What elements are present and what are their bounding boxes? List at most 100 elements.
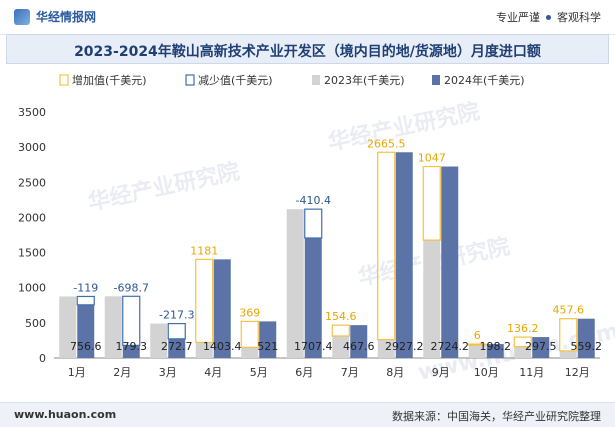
increase-value-label: 1047 bbox=[418, 152, 446, 165]
watermark-text: 华经产业研究院 bbox=[86, 158, 242, 215]
x-tick-label: 2月 bbox=[113, 366, 131, 379]
bar-2024 bbox=[122, 345, 140, 358]
bar-2024-value-label: 1707.4 bbox=[294, 340, 333, 353]
increase-value-label: 369 bbox=[239, 306, 260, 319]
tag-objective: 客观科学 bbox=[557, 11, 601, 24]
bar-2023 bbox=[514, 346, 532, 358]
x-tick-label: 5月 bbox=[250, 366, 268, 379]
increase-outline bbox=[240, 320, 259, 348]
y-tick-label: 1500 bbox=[18, 247, 46, 260]
bar-2023 bbox=[332, 336, 350, 358]
decrease-outline bbox=[122, 295, 141, 346]
legend-label: 增加值(千美元) bbox=[72, 73, 147, 87]
decrease-outline bbox=[304, 208, 323, 239]
increase-value-label: 154.6 bbox=[325, 310, 357, 323]
decrease-value-label: -217.3 bbox=[159, 309, 194, 322]
x-tick-label: 10月 bbox=[474, 366, 499, 379]
bar-2024-value-label: 179.3 bbox=[116, 340, 148, 353]
brand[interactable]: 华经情报网 bbox=[14, 8, 96, 25]
legend-label: 2023年(千美元) bbox=[324, 73, 405, 87]
bar-2024 bbox=[350, 325, 368, 358]
bar-2023 bbox=[104, 296, 122, 358]
bar-2024-value-label: 297.5 bbox=[525, 340, 557, 353]
bar-2024-value-label: 198.2 bbox=[480, 340, 512, 353]
x-tick-label: 8月 bbox=[386, 366, 404, 379]
legend-2024-swatch bbox=[432, 75, 440, 85]
legend-increase-swatch bbox=[59, 74, 69, 86]
bar-2024-value-label: 272.7 bbox=[161, 340, 193, 353]
bar-2024-value-label: 559.2 bbox=[571, 340, 603, 353]
x-tick-label: 12月 bbox=[565, 366, 590, 379]
decrease-value-label: -698.7 bbox=[114, 281, 149, 294]
decrease-value-label: -119 bbox=[73, 281, 98, 294]
y-tick-label: 2500 bbox=[18, 176, 46, 189]
bar-2024 bbox=[532, 337, 550, 358]
bar-2024-value-label: 1403.4 bbox=[203, 340, 242, 353]
bar-2024-value-label: 756.6 bbox=[70, 340, 102, 353]
increase-outline bbox=[559, 318, 578, 352]
y-tick-label: 3500 bbox=[18, 106, 46, 119]
increase-value-label: 1181 bbox=[190, 244, 218, 257]
brand-logo-icon bbox=[14, 8, 30, 25]
bar-2024 bbox=[395, 152, 413, 358]
chart-title: 2023-2024年鞍山高新技术产业开发区（境内目的地/货源地）月度进口额 bbox=[74, 44, 541, 60]
y-tick-label: 1000 bbox=[18, 282, 46, 295]
title-bar: 2023-2024年鞍山高新技术产业开发区（境内目的地/货源地）月度进口额 bbox=[6, 34, 609, 64]
bar-2024 bbox=[259, 321, 277, 358]
increase-value-label: 136.2 bbox=[507, 322, 539, 335]
increase-value-label: 6 bbox=[474, 329, 481, 342]
bar-2024 bbox=[441, 166, 459, 358]
footer-source: 数据来源：中国海关，华经产业研究院整理 bbox=[392, 410, 601, 423]
increase-value-label: 2665.5 bbox=[367, 137, 406, 150]
bar-2024-value-label: 2724.2 bbox=[431, 340, 470, 353]
bar-2023 bbox=[377, 339, 395, 358]
bar-2024-value-label: 521 bbox=[257, 340, 278, 353]
decrease-outline bbox=[76, 295, 95, 306]
bar-2024 bbox=[77, 304, 95, 358]
tag-professional: 专业严谨 bbox=[496, 11, 540, 24]
bar-2023 bbox=[559, 350, 577, 358]
bar-2024 bbox=[168, 338, 186, 358]
y-tick-label: 500 bbox=[25, 317, 46, 330]
increase-outline bbox=[377, 151, 396, 341]
legend-2023-swatch bbox=[312, 75, 320, 85]
bar-2024 bbox=[577, 318, 595, 358]
bar-2023 bbox=[59, 296, 77, 358]
increase-outline bbox=[422, 165, 441, 241]
bar-2024-value-label: 467.6 bbox=[343, 340, 375, 353]
bar-2023 bbox=[241, 347, 259, 358]
legend-decrease-swatch bbox=[185, 74, 195, 86]
y-tick-label: 2000 bbox=[18, 211, 46, 224]
brand-name: 华经情报网 bbox=[36, 10, 97, 24]
legend-label: 减少值(千美元) bbox=[198, 74, 273, 87]
bar-2024 bbox=[486, 344, 504, 358]
x-tick-label: 4月 bbox=[204, 366, 222, 379]
y-tick-label: 3000 bbox=[18, 141, 46, 154]
top-bar: 华经情报网 专业严谨 客观科学 bbox=[0, 0, 615, 35]
x-tick-label: 11月 bbox=[519, 366, 544, 379]
dot-separator-icon bbox=[546, 14, 551, 20]
header-tags: 专业严谨 客观科学 bbox=[496, 9, 601, 25]
bar-2024 bbox=[304, 237, 322, 358]
increase-outline bbox=[468, 343, 487, 346]
x-tick-label: 6月 bbox=[295, 366, 313, 379]
bar-2024 bbox=[213, 259, 231, 358]
footer-website[interactable]: www.huaon.com bbox=[14, 408, 117, 421]
bar-2023 bbox=[286, 209, 304, 358]
footer-bar: www.huaon.com 数据来源：中国海关，华经产业研究院整理 bbox=[0, 402, 615, 427]
increase-outline bbox=[195, 258, 214, 343]
bar-2023 bbox=[468, 344, 486, 358]
increase-outline bbox=[331, 324, 350, 337]
decrease-value-label: -410.4 bbox=[296, 194, 331, 207]
bar-2024-value-label: 2927.2 bbox=[385, 340, 424, 353]
x-tick-label: 3月 bbox=[159, 366, 177, 379]
increase-outline bbox=[513, 336, 532, 348]
bar-2023 bbox=[195, 342, 213, 358]
x-tick-label: 7月 bbox=[341, 366, 359, 379]
decrease-outline bbox=[167, 322, 186, 340]
increase-value-label: 457.6 bbox=[553, 304, 585, 317]
bar-2023 bbox=[423, 240, 441, 358]
legend-label: 2024年(千美元) bbox=[444, 73, 525, 87]
bar-2023 bbox=[150, 323, 168, 358]
